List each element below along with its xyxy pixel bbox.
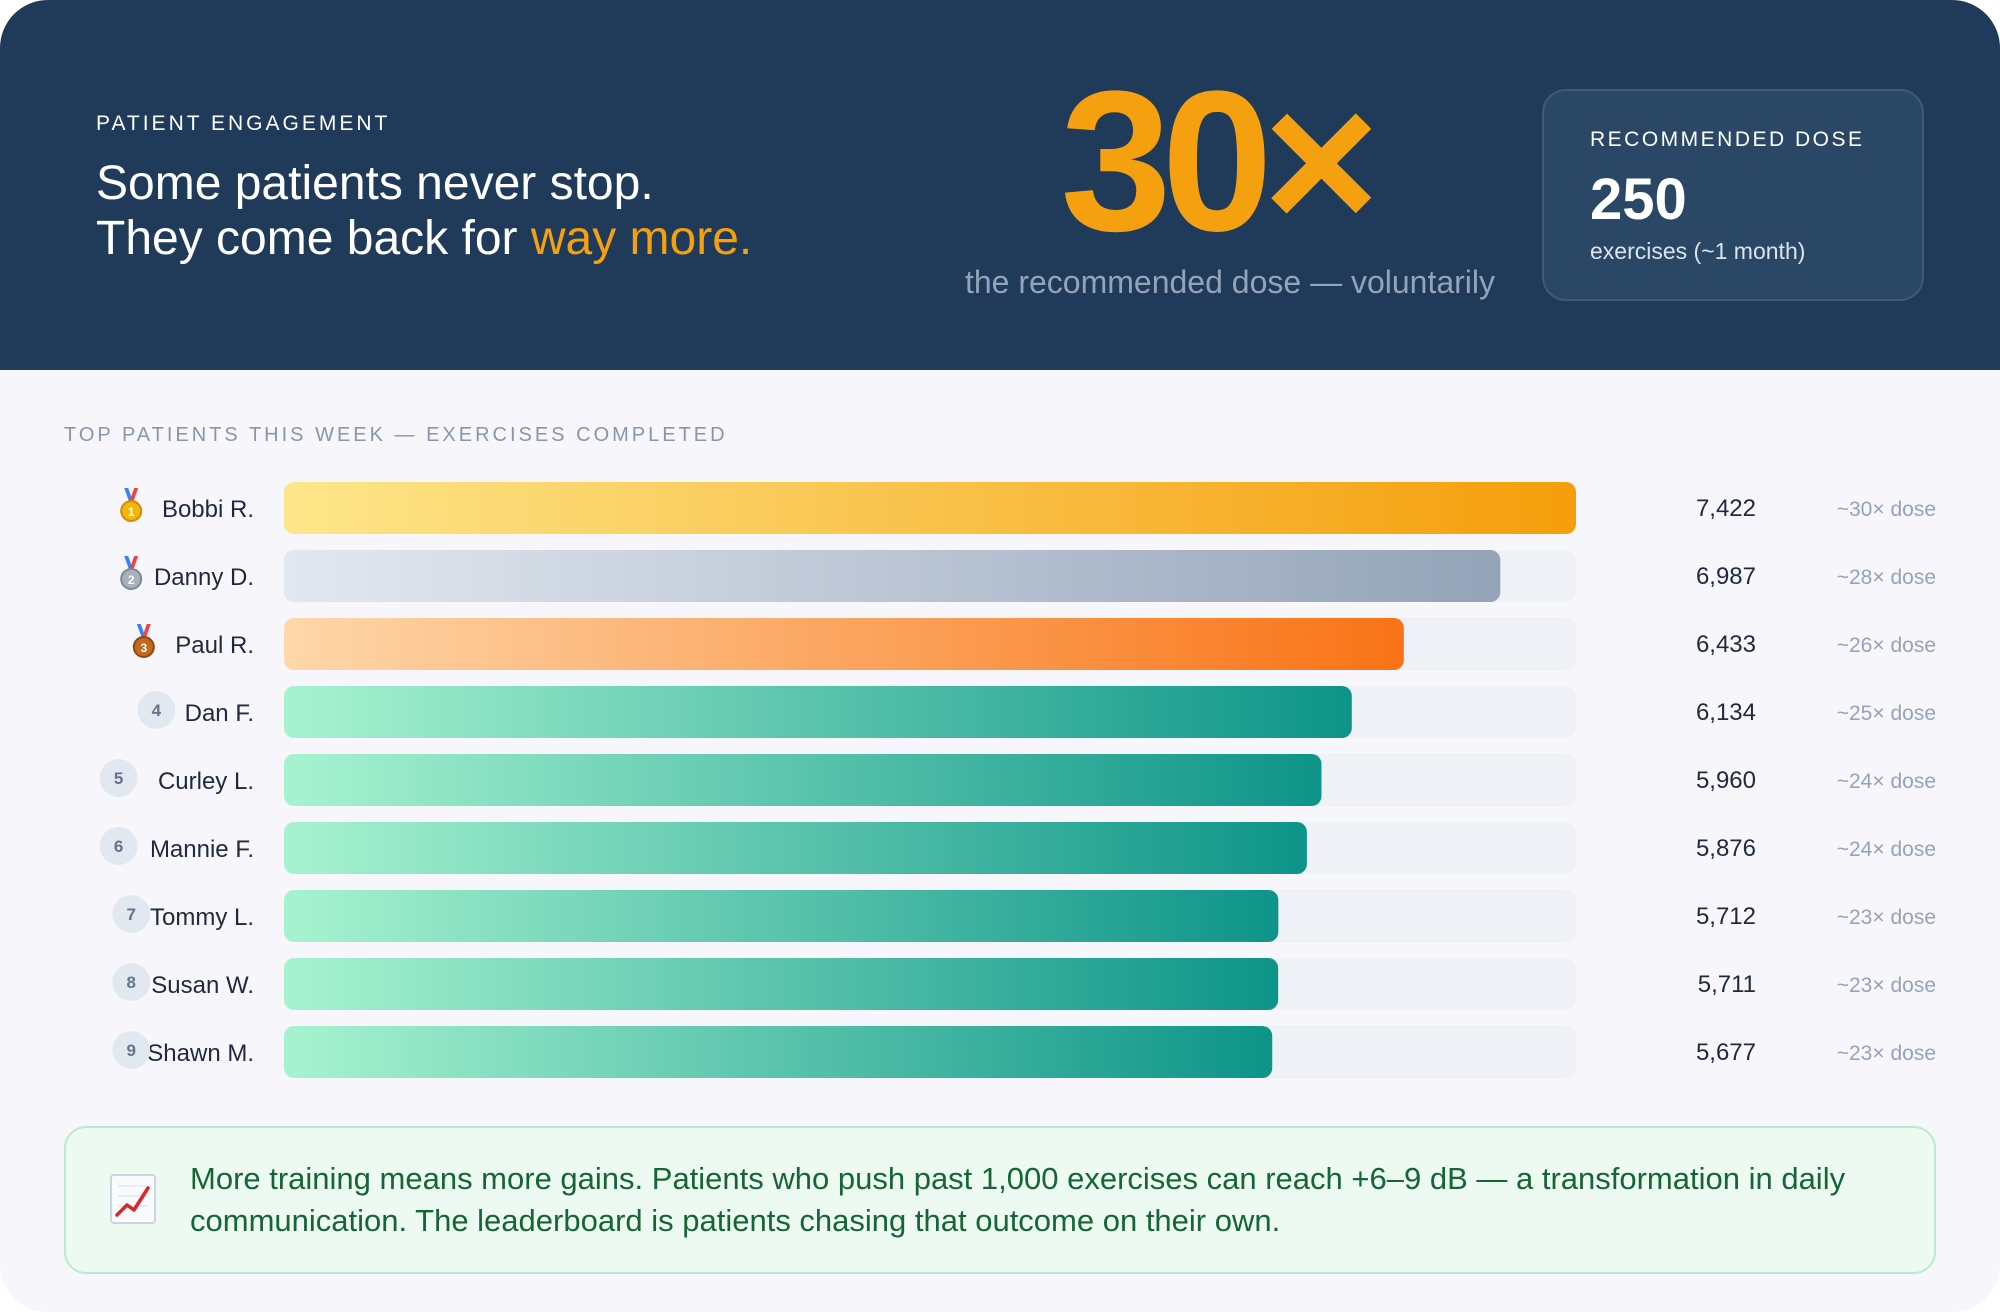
value-label: 6,134 [1696, 699, 1756, 726]
rank-number: 1 [128, 505, 135, 519]
rank-number: 9 [126, 1041, 135, 1060]
patient-name: Susan W. [151, 972, 254, 999]
headline-accent: way more. [530, 212, 753, 265]
dose-label: RECOMMENDED DOSE [1590, 128, 1865, 151]
rank-number: 2 [128, 573, 135, 587]
bar [284, 822, 1307, 874]
chart-title: TOP PATIENTS THIS WEEK — EXERCISES COMPL… [64, 424, 728, 446]
rank-number: 4 [152, 701, 162, 720]
leaderboard-row: Danny D. 2 6,987 ~28× dose [120, 550, 1936, 602]
value-label: 7,422 [1696, 495, 1756, 522]
patient-name: Paul R. [175, 632, 254, 659]
patient-name: Mannie F. [150, 836, 254, 863]
patient-name: Danny D. [154, 564, 254, 591]
patient-name: Tommy L. [150, 904, 254, 931]
recommended-dose-box: RECOMMENDED DOSE 250 exercises (~1 month… [1542, 89, 1924, 301]
bronze-medal-icon: 3 [132, 624, 155, 658]
bar [284, 754, 1322, 806]
leaderboard-row: Bobbi R. 1 7,422 ~30× dose [120, 482, 1936, 534]
value-label: 6,987 [1696, 563, 1756, 590]
value-label: 5,712 [1696, 903, 1756, 930]
dose-multiple-label: ~24× dose [1837, 770, 1936, 793]
rank-number: 8 [126, 973, 135, 992]
headline-line-2-prefix: They come back for [96, 212, 531, 265]
gold-medal-icon: 1 [120, 488, 143, 522]
leaderboard-row: Susan W. 8 5,711 ~23× dose [112, 958, 1936, 1010]
rank-number: 6 [114, 837, 123, 856]
bar [284, 686, 1352, 738]
patient-name: Shawn M. [147, 1040, 254, 1067]
dose-multiple-label: ~30× dose [1837, 498, 1936, 521]
rank-badge: 5 [99, 759, 138, 797]
dose-multiple-label: ~25× dose [1837, 702, 1936, 725]
patient-name: Bobbi R. [162, 496, 254, 523]
rank-number: 3 [140, 641, 147, 655]
headline-line-2: They come back for way more. [96, 211, 996, 266]
insight-callout: More training means more gains. Patients… [64, 1126, 1936, 1274]
leaderboard-row: Paul R. 3 6,433 ~26× dose [132, 618, 1936, 670]
patient-name: Dan F. [185, 700, 254, 727]
eyebrow-label: PATIENT ENGAGEMENT [96, 112, 391, 135]
bar [284, 550, 1501, 602]
rank-badge: 7 [112, 895, 151, 933]
bar [284, 958, 1279, 1010]
value-label: 6,433 [1696, 631, 1756, 658]
rank-number: 5 [114, 769, 123, 788]
headline: Some patients never stop. They come back… [96, 156, 996, 266]
dose-multiple-label: ~23× dose [1837, 906, 1936, 929]
value-label: 5,711 [1698, 971, 1756, 998]
rank-badge: 4 [137, 691, 176, 729]
leaderboard-row: Tommy L. 7 5,712 ~23× dose [112, 890, 1936, 942]
value-label: 5,960 [1696, 767, 1756, 794]
rank-number: 7 [126, 905, 135, 924]
value-label: 5,677 [1696, 1039, 1756, 1066]
header-banner: PATIENT ENGAGEMENT Some patients never s… [0, 0, 2000, 370]
headline-line-1: Some patients never stop. [96, 157, 654, 210]
multiplier-caption: the recommended dose — voluntarily [964, 264, 1496, 300]
leaderboard-row: Mannie F. 6 5,876 ~24× dose [99, 822, 1936, 874]
multiplier-stat: 30× [1060, 50, 1379, 273]
value-label: 5,876 [1696, 835, 1756, 862]
dose-multiple-label: ~26× dose [1837, 634, 1936, 657]
patient-name: Curley L. [158, 768, 254, 795]
dose-value: 250 [1590, 167, 1687, 232]
leaderboard-row: Shawn M. 9 5,677 ~23× dose [112, 1026, 1936, 1078]
bar [284, 890, 1279, 942]
dose-multiple-label: ~23× dose [1837, 974, 1936, 997]
rank-badge: 6 [99, 827, 138, 865]
rank-badge: 8 [112, 963, 151, 1001]
dose-multiple-label: ~24× dose [1837, 838, 1936, 861]
bar [284, 1026, 1273, 1078]
insight-text: More training means more gains. Patients… [190, 1161, 1846, 1238]
dose-note: exercises (~1 month) [1590, 238, 1806, 264]
silver-medal-icon: 2 [120, 556, 143, 590]
leaderboard-row: Curley L. 5 5,960 ~24× dose [99, 754, 1936, 806]
rank-badge: 9 [112, 1031, 151, 1069]
bar [284, 482, 1576, 534]
leaderboard-row: Dan F. 4 6,134 ~25× dose [137, 686, 1936, 738]
bar [284, 618, 1404, 670]
dose-multiple-label: ~23× dose [1837, 1042, 1936, 1065]
chart-increasing-icon [110, 1174, 156, 1224]
dose-multiple-label: ~28× dose [1837, 566, 1936, 589]
